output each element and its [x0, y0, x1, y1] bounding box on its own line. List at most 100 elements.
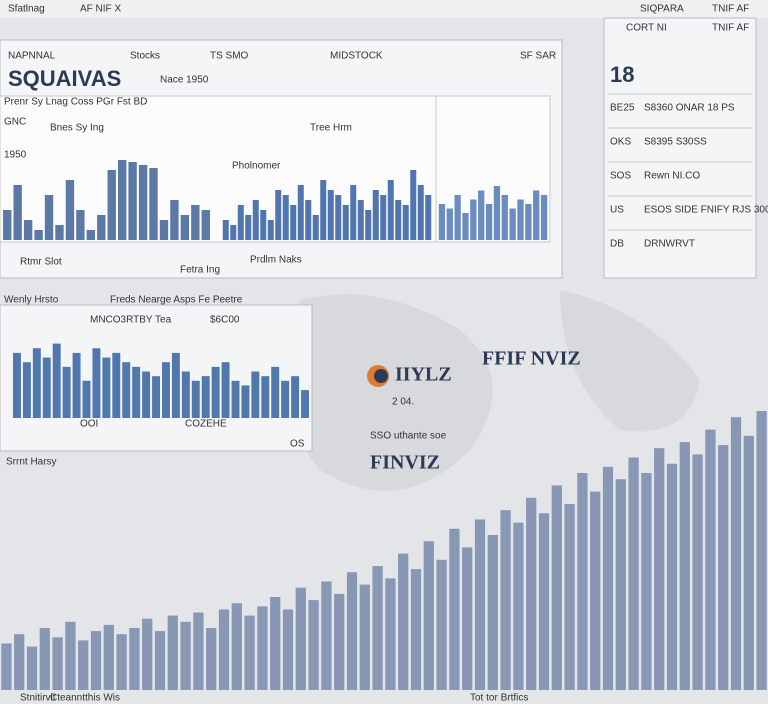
menu-item[interactable]: SIQPARA — [640, 4, 684, 15]
bar — [222, 220, 229, 240]
bar — [509, 208, 516, 240]
bar — [417, 185, 424, 240]
bar — [320, 180, 327, 240]
row-text: ESOS SIDE FNIFY RJS 300 — [644, 205, 768, 216]
bar — [241, 385, 250, 418]
bar — [305, 200, 312, 240]
bar — [446, 208, 453, 240]
bar — [161, 362, 170, 418]
bar — [312, 215, 319, 240]
bar — [372, 190, 379, 240]
row-text: Rewn NI.CO — [644, 171, 700, 182]
bar — [13, 185, 22, 240]
row-code: SOS — [610, 171, 631, 182]
top-bar — [0, 0, 768, 18]
bar — [32, 348, 41, 418]
bar — [211, 366, 220, 418]
bar — [551, 485, 562, 690]
bar — [282, 609, 294, 690]
bar — [122, 362, 131, 418]
bar — [180, 621, 191, 690]
bar — [641, 473, 652, 690]
bar — [170, 200, 179, 240]
bar — [22, 362, 31, 418]
column-header: SF SAR — [520, 51, 556, 62]
bar — [380, 195, 387, 240]
bar — [42, 357, 51, 418]
footer-label: COZEHE — [185, 419, 227, 430]
bar — [65, 180, 75, 240]
bar — [387, 180, 394, 240]
bar — [590, 491, 601, 690]
bar — [116, 634, 127, 690]
bar — [275, 190, 282, 240]
column-header: MIDSTOCK — [330, 51, 383, 62]
bar — [39, 628, 50, 690]
bar — [478, 190, 485, 240]
column-header: NAPNNAL — [8, 51, 56, 62]
ticker: MNCO3RTBY Tea — [90, 315, 172, 326]
footer-label: Tot tor Brtfics — [470, 693, 528, 704]
bar — [372, 566, 383, 690]
bar — [180, 215, 190, 240]
map-shape — [284, 290, 700, 491]
bar — [231, 603, 242, 690]
menu-item[interactable]: Sfatlnag — [8, 4, 45, 15]
bar — [398, 553, 409, 690]
bar — [142, 371, 151, 418]
bar — [132, 366, 141, 418]
bar — [257, 606, 268, 690]
bar — [342, 205, 349, 240]
bar — [102, 357, 111, 418]
bar — [454, 195, 461, 240]
bar — [78, 640, 89, 690]
bar — [449, 528, 460, 690]
bar — [290, 205, 297, 240]
menu-item[interactable]: TNIF AF — [712, 4, 749, 15]
bar — [402, 205, 409, 240]
note: SSO uthante soe — [370, 431, 447, 442]
bar — [26, 646, 38, 690]
bar — [92, 348, 101, 418]
bar — [425, 195, 432, 240]
column-header: Stocks — [130, 51, 160, 62]
bar — [52, 343, 61, 418]
bar — [152, 376, 161, 418]
menu-item[interactable]: AF NIF X — [80, 4, 121, 15]
bar — [230, 225, 237, 240]
bar — [112, 352, 121, 418]
bar — [743, 435, 754, 690]
row-code: US — [610, 205, 624, 216]
bar — [260, 210, 267, 240]
bar — [267, 220, 274, 240]
bar — [171, 352, 180, 418]
price: $6C00 — [210, 315, 240, 326]
footer-label: Rtmr Slot — [20, 257, 62, 268]
bar — [438, 204, 446, 240]
chart-box — [435, 95, 551, 243]
bar — [52, 637, 63, 690]
bar — [221, 362, 230, 418]
bar — [462, 547, 473, 690]
row-text: S8395 S30SS — [644, 137, 707, 148]
bar — [23, 220, 33, 240]
column-header: TS SMO — [210, 51, 249, 62]
bar — [218, 609, 230, 690]
bar — [705, 429, 716, 690]
bar — [65, 621, 76, 690]
sidebar-title: CORT NI — [626, 23, 667, 34]
bar — [692, 454, 703, 690]
bar — [602, 466, 614, 690]
bar — [62, 366, 71, 418]
bar — [128, 162, 137, 240]
bar — [365, 210, 372, 240]
bar — [201, 376, 210, 418]
panel-subtitle: Nace 1950 — [160, 75, 209, 86]
footer-label: Prdlm Naks — [250, 255, 302, 266]
bar — [90, 631, 102, 690]
chart-label: Tree Hrm — [310, 123, 352, 134]
bar — [525, 204, 532, 240]
panel-title: Wenly Hrsto — [4, 295, 59, 306]
sidebar-value: 18 — [610, 62, 634, 87]
